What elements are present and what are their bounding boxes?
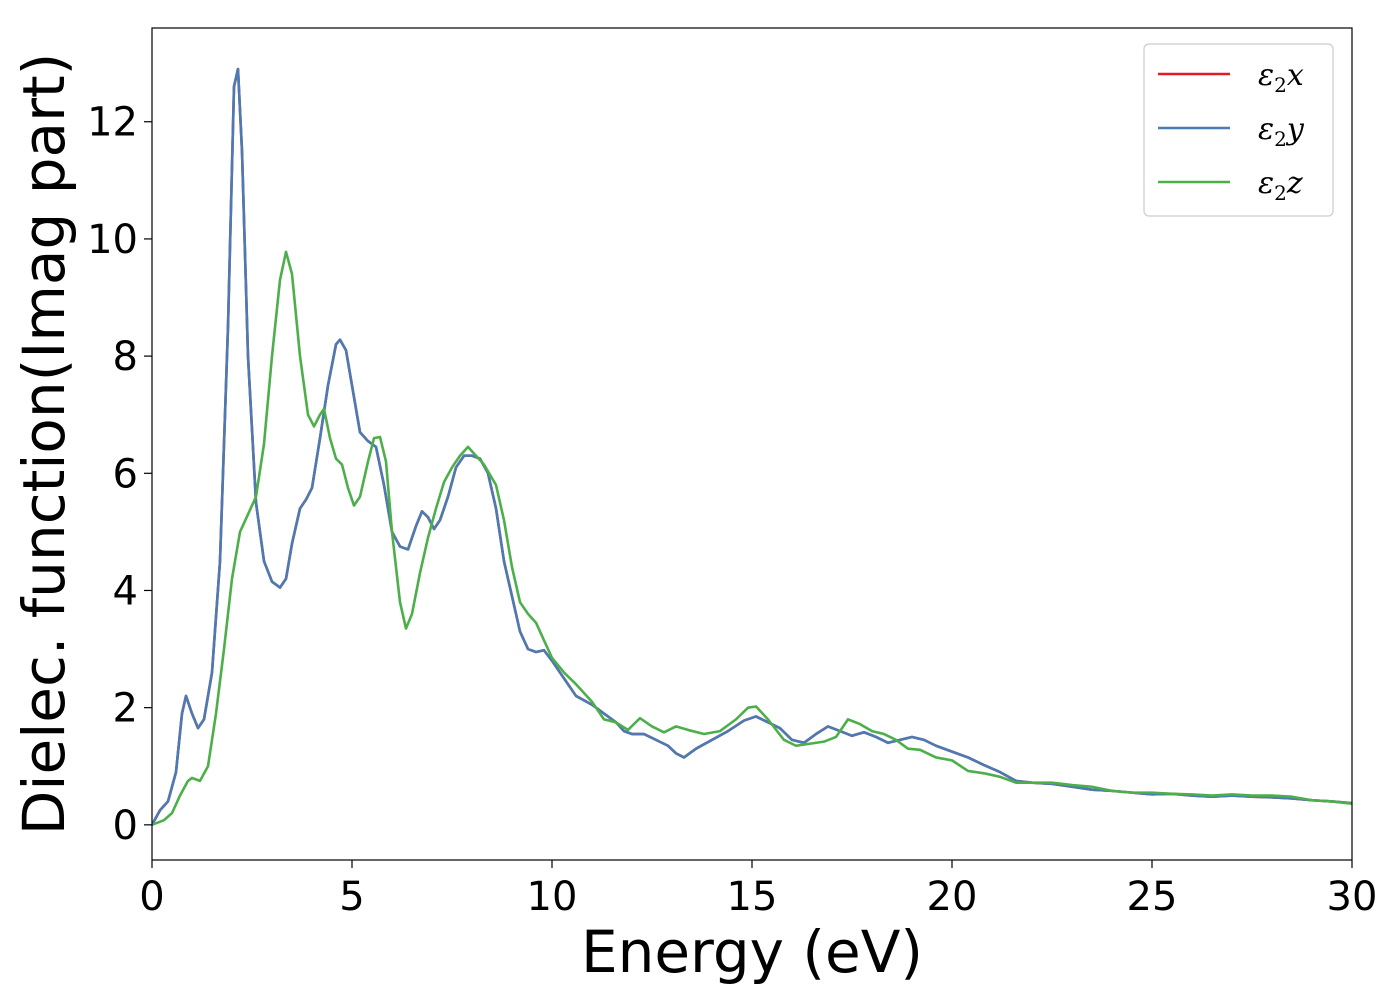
- y-tick-label: 12: [87, 100, 138, 146]
- x-tick-label: 20: [927, 874, 978, 920]
- y-axis: 0 2 4 6 8 10 12: [87, 100, 152, 849]
- y-tick-label: 8: [113, 334, 138, 380]
- y-tick-label: 2: [113, 686, 138, 732]
- y-tick-label: 4: [113, 568, 138, 614]
- x-tick-label: 15: [727, 874, 778, 920]
- x-tick-label: 0: [139, 874, 164, 920]
- series-line-y: [152, 67, 1352, 827]
- legend: ε2x ε2y ε2z: [1143, 43, 1334, 217]
- y-axis-label: Dielec. function(Imag part): [10, 53, 78, 836]
- x-tick-label: 25: [1127, 874, 1178, 920]
- series-line-z: [152, 250, 1352, 827]
- x-axis: 0 5 10 15 20 25 30: [139, 860, 1377, 920]
- y-tick-label: 0: [113, 803, 138, 849]
- x-axis-label: Energy (eV): [581, 918, 923, 986]
- x-tick-label: 10: [527, 874, 578, 920]
- legend-label-x: ε2x: [1258, 58, 1304, 97]
- x-tick-label: 5: [339, 874, 364, 920]
- y-tick-label: 10: [87, 217, 138, 263]
- x-tick-label: 30: [1327, 874, 1378, 920]
- legend-label-z: ε2z: [1258, 166, 1303, 205]
- y-tick-label: 6: [113, 451, 138, 497]
- legend-box: [1143, 43, 1334, 217]
- series-layer: [152, 67, 1352, 827]
- legend-label-y: ε2y: [1258, 112, 1305, 151]
